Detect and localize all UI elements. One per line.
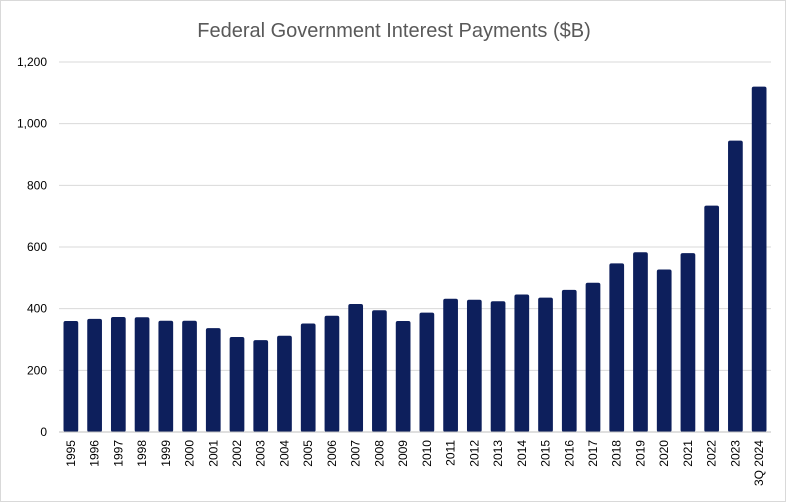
- x-tick-label: 2021: [681, 440, 695, 467]
- bar: [419, 312, 435, 432]
- bar: [134, 317, 150, 432]
- y-tick-label: 400: [27, 302, 47, 316]
- x-tick-label: 2019: [633, 440, 647, 467]
- bars: [63, 86, 767, 433]
- bar: [253, 340, 269, 432]
- x-tick-label: 1998: [135, 440, 149, 467]
- bar: [110, 316, 126, 432]
- y-tick-label: 0: [40, 425, 47, 439]
- y-axis-ticks: 0 200 400 600 800 1,000 1,200: [17, 55, 47, 439]
- x-tick-label: 2020: [657, 440, 671, 467]
- bar: [585, 282, 601, 432]
- x-tick-label: 2001: [206, 440, 220, 467]
- bar: [395, 321, 411, 432]
- bar: [324, 315, 340, 432]
- x-tick-label: 2007: [349, 440, 363, 467]
- bar: [609, 263, 625, 432]
- x-tick-label: 2008: [372, 440, 386, 467]
- bar: [87, 318, 102, 432]
- bar: [158, 320, 174, 432]
- y-tick-label: 600: [27, 240, 47, 254]
- bar: [205, 328, 221, 432]
- y-tick-label: 200: [27, 363, 47, 377]
- bar: [633, 252, 648, 432]
- x-tick-label: 1997: [111, 440, 125, 467]
- x-tick-label: 1995: [64, 440, 78, 467]
- x-tick-label: 2012: [467, 440, 481, 467]
- bar: [372, 310, 387, 432]
- bar: [656, 269, 672, 432]
- y-tick-label: 800: [27, 178, 47, 192]
- gridlines: [59, 61, 771, 371]
- bar: [229, 337, 245, 432]
- bar: [538, 297, 553, 432]
- x-tick-label: 2022: [705, 440, 719, 467]
- x-tick-label: 2006: [325, 440, 339, 467]
- x-tick-label: 2002: [230, 440, 244, 467]
- x-tick-label: 2010: [420, 440, 434, 467]
- bar: [490, 301, 506, 432]
- bar: [300, 323, 316, 432]
- x-tick-label: 2004: [277, 440, 291, 467]
- bar: [561, 289, 577, 432]
- x-tick-label: 2015: [539, 440, 553, 467]
- x-tick-label: 3Q 2024: [752, 440, 766, 486]
- bar: [182, 320, 197, 432]
- x-tick-label: 2016: [562, 440, 576, 467]
- bar: [704, 205, 720, 432]
- bar: [348, 304, 364, 432]
- bar: [680, 253, 696, 432]
- chart-title: Federal Government Interest Payments ($B…: [197, 20, 591, 42]
- x-tick-label: 2017: [586, 440, 600, 467]
- bar: [751, 86, 767, 433]
- x-tick-label: 2000: [183, 440, 197, 467]
- x-tick-label: 2013: [491, 440, 505, 467]
- x-tick-label: 2011: [444, 440, 458, 466]
- x-tick-label: 2023: [728, 440, 742, 467]
- x-tick-label: 2014: [515, 440, 529, 467]
- y-tick-label: 1,200: [17, 55, 47, 69]
- bar: [277, 335, 292, 432]
- bar: [63, 321, 79, 432]
- x-tick-label: 2005: [301, 440, 315, 467]
- y-tick-label: 1,000: [17, 117, 47, 131]
- x-tick-label: 2009: [396, 440, 410, 467]
- x-tick-label: 2018: [610, 440, 624, 467]
- x-tick-label: 1996: [88, 440, 102, 467]
- x-tick-label: 1999: [159, 440, 173, 467]
- x-tick-label: 2003: [254, 440, 268, 467]
- bar: [728, 140, 743, 432]
- x-axis-ticks: 1995 1996 1997 1998 1999 2000 2001 2002 2003 2004…: [64, 440, 766, 486]
- bar: [514, 294, 530, 432]
- bar: [466, 299, 482, 432]
- bar: [443, 298, 458, 432]
